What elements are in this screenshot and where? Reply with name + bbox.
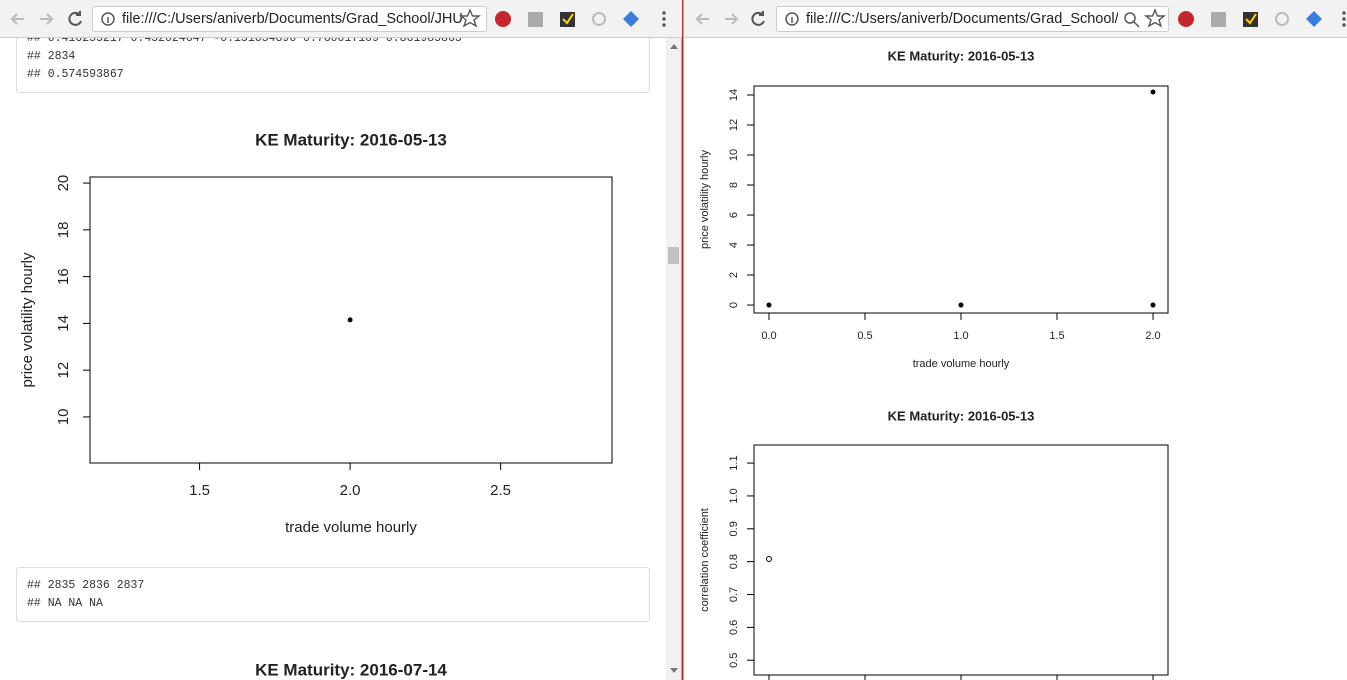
reload-button[interactable] — [68, 11, 82, 26]
y-tick-label: 0.6 — [728, 620, 740, 635]
y-tick-label: 14 — [728, 89, 740, 101]
y-tick-label: 14 — [55, 315, 72, 332]
output-line: ## 2835 2836 2837 — [27, 579, 144, 592]
zoom-icon[interactable] — [1124, 12, 1136, 24]
y-tick-label: 6 — [728, 212, 740, 218]
y-axis-label: price volatility hourly — [699, 149, 711, 249]
y-tick-label: 16 — [55, 268, 72, 285]
y-tick-label: 12 — [55, 362, 72, 379]
y-tick-label: 8 — [728, 182, 740, 188]
y-tick-label: 1.0 — [728, 488, 740, 503]
output-box — [16, 38, 650, 93]
left-content: ## 0.416255217 0.452024647 -0.151034896 … — [16, 32, 650, 679]
y-tick-label: 0 — [728, 302, 740, 308]
address-bar[interactable] — [776, 6, 1169, 32]
scroll-thumb[interactable] — [668, 247, 679, 264]
address-text: file:///C:/Users/aniverb/Documents/Grad_… — [806, 11, 1136, 27]
y-axis-label: correlation coefficient — [699, 508, 711, 612]
x-axis-label: trade volume hourly — [285, 519, 417, 536]
y-tick-label: 18 — [55, 222, 72, 239]
x-tick-label: 2.0 — [1145, 330, 1160, 342]
point — [766, 302, 772, 308]
x-tick-label: 0.5 — [857, 330, 872, 342]
ext-circle[interactable] — [1275, 12, 1289, 26]
y-tick-label: 1.1 — [728, 455, 740, 470]
ext-s[interactable] — [528, 12, 543, 27]
ext-diamond[interactable] — [623, 11, 639, 27]
back-button[interactable] — [10, 13, 24, 25]
ext-circle[interactable] — [592, 12, 606, 26]
y-tick-label: 0.7 — [728, 587, 740, 602]
y-tick-label: 12 — [728, 119, 740, 131]
plot-box — [753, 444, 1169, 676]
back-button[interactable] — [695, 13, 709, 25]
x-tick-label: 1.5 — [189, 482, 210, 499]
y-tick-label: 10 — [55, 409, 72, 426]
point — [765, 556, 772, 563]
y-tick-label: 2 — [728, 272, 740, 278]
right-toolbar: file:///C:/Users/aniverb/Documents/Grad_… — [684, 0, 1347, 38]
scroll-up[interactable] — [670, 44, 678, 49]
forward-button[interactable] — [725, 13, 739, 25]
output-line: ## 2834 — [27, 50, 75, 63]
left-toolbar: file:///C:/Users/aniverb/Documents/Grad_… — [0, 0, 682, 38]
plot-box — [753, 85, 1169, 314]
next-plot-title: KE Maturity: 2016-07-14 — [255, 660, 447, 679]
x-axis-label: trade volume hourly — [913, 358, 1010, 370]
output-line: ## NA NA NA — [27, 597, 103, 610]
scroll-down[interactable] — [670, 668, 678, 673]
address-bar[interactable] — [92, 6, 487, 32]
info-icon[interactable] — [785, 12, 799, 26]
plot-box — [89, 176, 613, 464]
bookmark-star[interactable] — [459, 8, 481, 28]
ext-adblock[interactable] — [495, 11, 511, 27]
y-tick-label: 0.9 — [728, 521, 740, 536]
info-icon[interactable] — [101, 12, 115, 26]
scrollbar[interactable] — [666, 38, 681, 680]
menu-button[interactable] — [662, 11, 666, 27]
x-tick-label: 2.0 — [340, 482, 361, 499]
ext-s[interactable] — [1211, 12, 1226, 27]
y-tick-label: 4 — [728, 242, 740, 248]
y-axis-label: price volatility hourly — [19, 252, 36, 388]
output-line: ## 0.416255217 0.452024647 -0.151034896 … — [27, 32, 462, 45]
point — [347, 317, 353, 323]
plot-title: KE Maturity: 2016-05-13 — [255, 130, 447, 149]
x-tick-label: 0.0 — [761, 330, 776, 342]
ext-adblock[interactable] — [1178, 11, 1194, 27]
output-line: ## 0.574593867 — [27, 68, 124, 81]
y-tick-label: 0.5 — [728, 653, 740, 668]
forward-button[interactable] — [40, 13, 54, 25]
y-tick-label: 20 — [55, 175, 72, 192]
right-content: KE Maturity: 2016-05-13 0.0 0.5 1.0 1.5 2.0 0 2… — [699, 48, 1169, 680]
address-text: file:///C:/Users/aniverb/Documents/Grad_… — [122, 11, 468, 27]
y-tick-label: 10 — [728, 149, 740, 161]
output-box — [16, 567, 650, 622]
reload-button[interactable] — [751, 11, 765, 26]
menu-button[interactable] — [1342, 11, 1346, 27]
bookmark-star[interactable] — [1144, 8, 1166, 28]
point — [958, 302, 964, 308]
plot-title: KE Maturity: 2016-05-13 — [888, 48, 1035, 63]
y-tick-label: 0.8 — [728, 554, 740, 569]
ext-diamond[interactable] — [1306, 11, 1322, 27]
plot-title: KE Maturity: 2016-05-13 — [888, 408, 1035, 423]
x-tick-label: 1.0 — [953, 330, 968, 342]
point — [1150, 89, 1156, 95]
x-tick-label: 2.5 — [490, 482, 511, 499]
x-tick-label: 1.5 — [1049, 330, 1064, 342]
point — [1150, 302, 1156, 308]
